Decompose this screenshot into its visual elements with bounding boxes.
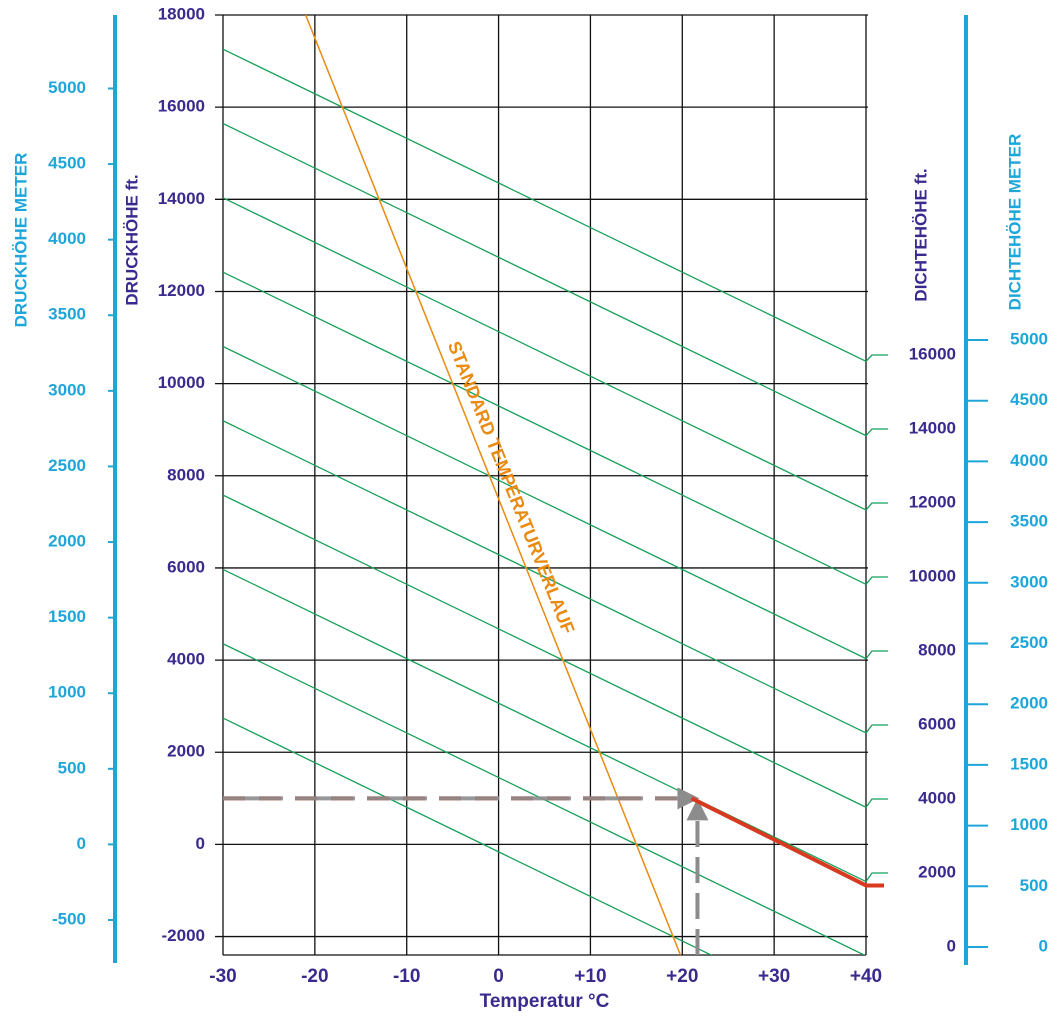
y2-meter-tick-label: 4500: [1010, 390, 1048, 409]
y2-meter-tick-label: 3500: [1010, 512, 1048, 531]
y2-meter-tick-label: 2000: [1010, 694, 1048, 713]
example-result-line: [690, 796, 884, 888]
density-line: [223, 48, 866, 362]
y-meter-tick-label: 4000: [48, 229, 86, 248]
y-tick-label: -2000: [162, 926, 205, 945]
y2-meter-tick-label: 2500: [1010, 633, 1048, 652]
x-tick-label: +40: [850, 966, 882, 987]
density-line: [223, 197, 866, 511]
y-tick-label: 0: [196, 834, 205, 853]
arrow-head: [677, 787, 700, 810]
y-tick-label: 16000: [158, 97, 205, 116]
density-line: [223, 494, 866, 808]
axis-title: DICHTEHÖHE ft.: [911, 168, 930, 301]
density-hook: [865, 354, 888, 362]
y-meter-tick-label: 3000: [48, 380, 86, 399]
x-tick-label: +30: [758, 966, 790, 987]
y-tick-label: 8000: [167, 465, 205, 484]
x-tick-label: -10: [393, 966, 420, 987]
y2-meter-tick-label: 5000: [1010, 329, 1048, 348]
density-line: [223, 271, 866, 585]
x-axis-title: Temperatur °C: [480, 991, 610, 1012]
arrow-head: [686, 798, 709, 821]
axis-title: DICHTEHÖHE METER: [1005, 134, 1024, 311]
y2-meter-tick-label: 4000: [1010, 451, 1048, 470]
y-tick-label: 12000: [158, 281, 205, 300]
standard-line: [304, 15, 682, 955]
density-line: [223, 420, 866, 734]
x-tick-label: +20: [666, 966, 698, 987]
y-tick-label: 10000: [158, 373, 205, 392]
y2-tick-label: 8000: [918, 640, 956, 659]
plot-area: [223, 15, 866, 955]
y2-meter-tick-label: 500: [1020, 876, 1048, 895]
density-line: [223, 122, 866, 437]
y2-meter-tick-label: 1000: [1010, 815, 1048, 834]
y2-tick-label: 12000: [909, 492, 956, 511]
y-meter-tick-label: 2000: [48, 532, 86, 551]
density-hook: [865, 576, 888, 585]
y-meter-tick-label: 5000: [48, 78, 86, 97]
y-meter-tick-label: -500: [52, 909, 86, 928]
x-tick-label: -20: [301, 966, 328, 987]
y-meter-tick-label: 1000: [48, 683, 86, 702]
density-hook: [865, 872, 888, 882]
density-hook: [865, 650, 888, 660]
x-tick-label: 0: [493, 966, 504, 987]
density-hook: [865, 798, 888, 808]
density-hook: [865, 502, 888, 511]
y2-tick-label: 0: [947, 936, 956, 955]
y2-tick-label: 4000: [918, 788, 956, 807]
density-line: [223, 345, 866, 660]
y2-tick-label: 6000: [918, 714, 956, 733]
y2-meter-tick-label: 3000: [1010, 572, 1048, 591]
y2-tick-label: 14000: [909, 418, 956, 437]
y-tick-label: 2000: [167, 742, 205, 761]
y2-meter-tick-label: 1500: [1010, 754, 1048, 773]
y2-tick-label: 10000: [909, 566, 956, 585]
x-tick-label: +10: [574, 966, 606, 987]
y-meter-tick-label: 3500: [48, 305, 86, 324]
y-meter-tick-label: 500: [58, 758, 86, 777]
x-tick-label: -30: [209, 966, 236, 987]
y-tick-label: 4000: [167, 650, 205, 669]
density-line: [223, 568, 866, 883]
y-tick-label: 14000: [158, 189, 205, 208]
y2-meter-tick-label: 0: [1039, 936, 1048, 955]
axis-title: DRUCKHÖHE ft.: [122, 174, 141, 305]
density-hook: [865, 724, 888, 734]
y-tick-label: 6000: [167, 557, 205, 576]
y2-tick-label: 16000: [909, 344, 956, 363]
y-meter-tick-label: 1500: [48, 607, 86, 626]
density-hook: [865, 428, 888, 437]
y-meter-tick-label: 0: [77, 834, 86, 853]
density-line: [223, 717, 713, 955]
y-meter-tick-label: 2500: [48, 456, 86, 475]
y2-tick-label: 2000: [918, 862, 956, 881]
y-tick-label: 18000: [158, 4, 205, 23]
y-meter-tick-label: 4500: [48, 154, 86, 173]
axis-title: DRUCKHÖHE METER: [11, 153, 30, 328]
